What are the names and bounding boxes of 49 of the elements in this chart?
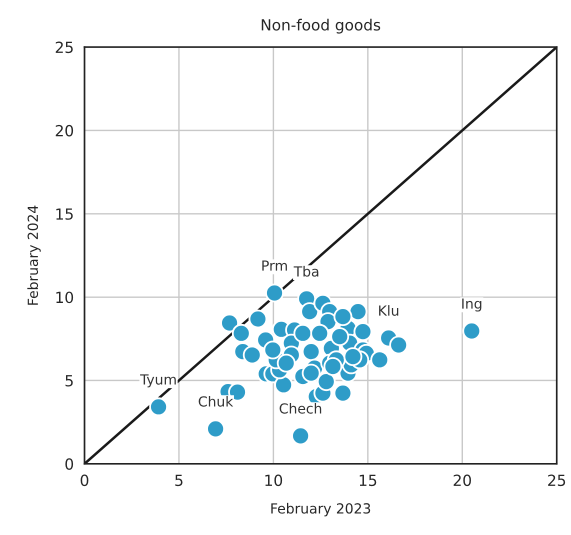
y-axis-title: February 2024 bbox=[27, 206, 41, 305]
point bbox=[291, 426, 310, 446]
annotation: Chech bbox=[280, 402, 322, 414]
point bbox=[462, 322, 482, 340]
point bbox=[149, 397, 168, 416]
point bbox=[330, 327, 350, 346]
point bbox=[263, 340, 282, 360]
y-tick-label: 5 bbox=[66, 375, 73, 387]
chart-title: Non-food goods bbox=[262, 18, 380, 34]
annotation: Tba bbox=[294, 266, 318, 277]
point bbox=[333, 307, 352, 326]
annotation: Chuk bbox=[198, 396, 234, 407]
point bbox=[316, 372, 336, 392]
point bbox=[370, 350, 390, 370]
annotation: Ing bbox=[462, 298, 482, 312]
point bbox=[389, 336, 408, 354]
x-tick-label: 0 bbox=[80, 474, 88, 486]
point bbox=[274, 375, 294, 394]
y-tick-label: 10 bbox=[56, 292, 74, 304]
point bbox=[333, 384, 352, 403]
x-tick-label: 25 bbox=[548, 474, 566, 486]
point bbox=[265, 284, 284, 302]
y-tick-label: 20 bbox=[56, 124, 74, 136]
point bbox=[354, 322, 372, 342]
x-axis-title: February 2023 bbox=[271, 502, 370, 516]
annotation: Tyum bbox=[140, 374, 176, 388]
point bbox=[242, 346, 262, 364]
point bbox=[248, 310, 268, 328]
point bbox=[300, 302, 320, 322]
x-tick-label: 10 bbox=[265, 474, 282, 486]
point bbox=[276, 354, 296, 373]
y-tick-label: 0 bbox=[65, 458, 74, 470]
y-tick-label: 25 bbox=[56, 42, 73, 54]
x-tick-label: 5 bbox=[175, 474, 182, 486]
point bbox=[206, 419, 226, 438]
annotation: Prm bbox=[262, 260, 287, 271]
y-tick-label: 15 bbox=[56, 208, 73, 220]
point bbox=[323, 357, 342, 376]
point bbox=[302, 364, 321, 383]
point bbox=[293, 324, 312, 343]
point bbox=[220, 314, 239, 332]
x-tick-label: 20 bbox=[454, 474, 471, 486]
point bbox=[302, 342, 321, 362]
point bbox=[232, 324, 251, 343]
point bbox=[310, 324, 330, 343]
x-tick-label: 15 bbox=[360, 474, 376, 486]
point bbox=[348, 302, 368, 322]
annotation: Klu bbox=[379, 305, 398, 316]
point bbox=[344, 347, 362, 366]
